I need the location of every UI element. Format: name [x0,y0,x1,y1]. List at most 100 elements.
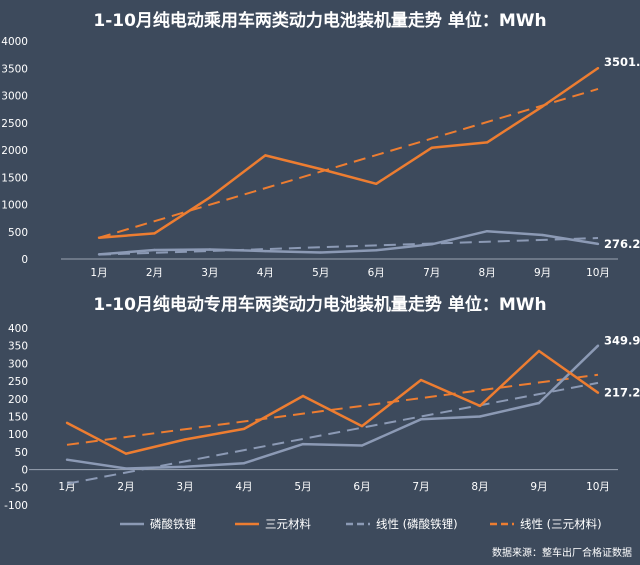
data-point-ternary [375,182,378,185]
x-tick-label: 8月 [479,267,496,279]
data-point-lfp [375,249,378,252]
chart-passenger: 1-10月纯电动乘用车两类动力电池装机量走势 单位：MWh 0 500 1000 15… [1,10,640,279]
data-point-ternary [208,196,212,199]
x-tick-label: 4月 [235,481,252,493]
x-tick-label: 10月 [586,267,610,279]
x-tick-label: 5月 [312,267,329,279]
data-point-ternary [596,391,600,394]
x-tick-label: 6月 [353,481,370,493]
data-point-lfp [153,248,156,252]
y-tick-label: 0 [21,254,28,266]
data-point-lfp [485,230,489,233]
data-point-lfp [208,248,212,251]
data-point-ternary [419,378,423,382]
data-point-ternary [242,427,246,431]
series-line-ternary [98,67,599,239]
data-point-lfp [419,418,423,421]
series-line-lfp [66,344,599,470]
x-tick-label: 9月 [530,481,547,493]
y-tick-label: 0 [21,465,28,477]
x-tick-label: 2月 [146,267,163,279]
legend-label: 线性 (磷酸铁锂) [376,517,458,531]
legend-label: 磷酸铁锂 [150,517,196,531]
x-tick-label: 8月 [471,481,488,493]
end-data-label: 217.2 [604,386,640,400]
series-line-lfp [98,229,599,256]
data-point-ternary [596,66,600,70]
x-tick-label: 9月 [534,267,551,279]
data-point-ternary [183,438,187,441]
data-point-ternary [541,105,544,108]
y-axis-ticks: 0 500 1000 1500 2000 2500 3000 3500 4000 [1,36,28,266]
series-lines [65,344,600,470]
x-tick-label: 2月 [117,481,134,493]
x-tick-label: 1月 [90,267,107,279]
data-point-lfp [301,442,305,446]
data-point-lfp [596,242,600,246]
x-tick-label: 10月 [586,481,610,493]
x-tick-label: 7月 [423,267,440,279]
legend: 磷酸铁锂 三元材料 线性 (磷酸铁锂) 线性 (三元材料) [120,517,602,531]
series-line-ternary [66,349,599,455]
data-point-ternary [319,167,322,171]
data-point-lfp [97,253,101,256]
y-tick-label: 250 [8,376,28,388]
y-tick-label: 50 [15,447,28,459]
data-point-ternary [153,232,156,235]
data-point-lfp [360,444,364,447]
x-tick-label: 7月 [412,481,429,493]
data-point-lfp [478,415,482,418]
data-point-lfp [124,467,128,470]
data-point-lfp [430,243,433,246]
x-tick-label: 4月 [257,267,274,279]
y-tick-label: 300 [8,358,28,370]
chart-special: 1-10月纯电动专用车两类动力电池装机量走势 单位：MWh -100 -50 0 50… [4,294,640,512]
y-tick-label: 3000 [1,91,28,103]
data-point-lfp [319,251,322,254]
end-data-label: 3501.9 [604,55,640,69]
y-tick-label: -100 [4,500,28,512]
y-tick-label: -50 [11,482,28,494]
source-note: 数据来源：整车出厂合格证数据 [492,546,632,559]
data-point-lfp [264,249,267,253]
chart-title: 1-10月纯电动乘用车两类动力电池装机量走势 单位：MWh [93,10,546,31]
chart-title: 1-10月纯电动专用车两类动力电池装机量走势 单位：MWh [93,294,546,315]
trendline-lfp [98,237,599,256]
y-tick-label: 400 [8,323,28,335]
y-tick-label: 2000 [1,145,28,157]
y-tick-label: 150 [8,412,28,424]
data-point-ternary [65,421,69,425]
data-point-ternary [360,424,364,428]
data-point-lfp [242,462,246,465]
data-point-ternary [485,141,489,144]
data-point-lfp [65,458,69,461]
x-axis-ticks: 1月 2月 3月 4月 5月 6月 7月 8月 9月 10月 [58,481,610,493]
y-tick-label: 4000 [1,36,28,48]
x-axis-ticks: 1月 2月 3月 4月 5月 6月 7月 8月 9月 10月 [90,267,610,279]
y-axis-ticks: -100 -50 0 50 100 150 200 250 300 350 400 [4,323,28,512]
end-data-label: 349.9 [604,334,640,348]
data-point-ternary [430,146,433,150]
data-point-lfp [541,233,544,237]
data-point-lfp [537,401,541,405]
trendlines [98,88,599,256]
y-tick-label: 1000 [1,200,28,212]
y-tick-label: 200 [8,394,28,406]
data-point-lfp [596,344,600,347]
y-tick-label: 350 [8,341,28,353]
legend-label: 三元材料 [265,517,311,531]
y-tick-label: 100 [8,429,28,441]
end-labels: 349.9 217.2 [604,334,640,400]
data-point-lfp [183,465,187,468]
x-tick-label: 1月 [58,481,75,493]
trendline-lfp [66,381,599,485]
y-tick-label: 500 [8,227,28,239]
end-data-label: 276.2 [604,237,640,251]
legend-label: 线性 (三元材料) [520,517,602,531]
data-point-ternary [264,154,267,157]
x-tick-label: 6月 [368,267,385,279]
data-point-ternary [301,394,305,398]
end-labels: 3501.9 276.2 [604,55,640,251]
